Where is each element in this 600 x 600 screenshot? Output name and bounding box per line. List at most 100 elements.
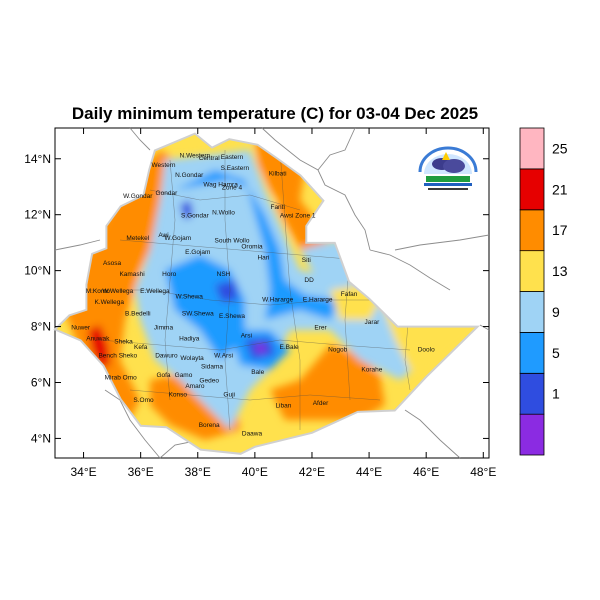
zone-label: Borena	[199, 422, 220, 429]
latitude-axis: 14°N 12°N 10°N 8°N 6°N 4°N	[24, 152, 489, 445]
zone-label: E.Gojam	[185, 249, 210, 256]
zone-label: Oromia	[241, 243, 263, 250]
zone-label: Gedeo	[199, 378, 219, 385]
zone-label: South Wollo	[215, 238, 250, 245]
lon-tick-label: 36°E	[128, 465, 154, 479]
zone-label: Sidama	[201, 364, 223, 371]
zone-label: Jarar	[364, 319, 380, 326]
colorbar-label: 17	[552, 222, 568, 238]
zone-label: W.Shewa	[175, 294, 203, 301]
lon-tick-label: 48°E	[470, 465, 496, 479]
lon-tick-label: 46°E	[413, 465, 439, 479]
zone-label: Jimma	[154, 324, 174, 331]
zone-label: Fafan	[341, 291, 358, 298]
colorbar-label: 13	[552, 263, 568, 279]
zone-label: Afder	[313, 400, 329, 407]
zone-label: Bale	[251, 369, 264, 376]
zone-label: M.Komo	[86, 288, 111, 295]
zone-label: E.Wellega	[140, 288, 170, 295]
zone-label: Doolo	[418, 347, 435, 354]
zone-label: Kamashi	[119, 271, 144, 278]
longitude-axis: 34°E 36°E 38°E 40°E 42°E 44°E 46°E 48°E	[70, 128, 496, 479]
zone-label: Liban	[275, 403, 291, 410]
zone-label: N.Western	[180, 152, 211, 159]
zone-label: Hadiya	[179, 336, 200, 343]
zone-label: S.Gondar	[181, 213, 210, 220]
zone-label: Fanti	[270, 204, 284, 211]
lon-tick-label: 42°E	[299, 465, 325, 479]
lat-tick-label: 14°N	[24, 152, 51, 166]
zone-label: Erer	[314, 324, 327, 331]
zone-label: Korahe	[361, 366, 382, 373]
zone-label: NSH	[217, 271, 231, 278]
zone-label: Asosa	[103, 260, 121, 267]
zone-label: W.Gojam	[164, 235, 191, 242]
lat-tick-label: 8°N	[31, 320, 51, 334]
lat-tick-label: 12°N	[24, 208, 51, 222]
zone-label: Kilbati	[269, 171, 287, 178]
zone-label: Zone 4	[222, 185, 243, 192]
colorbar-swatch	[519, 331, 545, 374]
zone-label: Sheka	[114, 338, 133, 345]
zone-label: DD	[304, 277, 314, 284]
zone-label: S.Omo	[133, 397, 154, 404]
colorbar: 1 5 9 13 17 21 25	[519, 127, 568, 456]
lat-tick-label: 10°N	[24, 264, 51, 278]
zone-label: E.Hararge	[303, 296, 333, 303]
colorbar-swatch	[519, 372, 545, 415]
zone-label: Gamo	[175, 372, 193, 379]
zone-label: Anuwak	[86, 336, 110, 343]
colorbar-label: 21	[552, 181, 568, 197]
zone-label: Nuwer	[71, 324, 91, 331]
zone-label: Western	[151, 162, 175, 169]
colorbar-swatch	[519, 209, 545, 252]
zone-label: E.Bale	[280, 344, 300, 351]
zone-label: Siti	[302, 257, 311, 264]
colorbar-label: 1	[552, 386, 560, 402]
lon-tick-label: 38°E	[185, 465, 211, 479]
zone-label: Central	[199, 155, 221, 162]
colorbar-label: 25	[552, 140, 568, 156]
zone-label: N.Wollo	[212, 210, 235, 217]
colorbar-swatch	[519, 413, 545, 456]
colorbar-label: 9	[552, 304, 560, 320]
zone-label: W.Hararge	[262, 296, 293, 303]
zone-label: S.Eastern	[221, 165, 250, 172]
zone-label: W.Arsi	[214, 352, 233, 359]
lat-tick-label: 6°N	[31, 375, 51, 389]
zone-label: Awsi Zone 1	[280, 213, 316, 220]
zone-label: Mirab Omo	[105, 375, 138, 382]
zone-label: Nogob	[328, 347, 348, 354]
zone-label: Gondar	[156, 190, 179, 197]
colorbar-swatch	[519, 250, 545, 292]
zone-label: Eastern	[221, 154, 244, 161]
zone-label: Metekel	[126, 235, 149, 242]
zone-label: Amaro	[185, 383, 205, 390]
zone-label: W.Wellega	[102, 288, 133, 295]
zone-label: Daawa	[242, 431, 263, 438]
zone-label: Gofa	[156, 372, 170, 379]
zone-label: W.Gondar	[123, 193, 153, 200]
zone-label: K.Wellega	[94, 299, 124, 306]
colorbar-swatch	[519, 127, 545, 170]
zone-label: Awi	[158, 232, 168, 239]
zone-label: N.Gondar	[175, 172, 204, 179]
zone-label: Wag Hamra	[203, 182, 238, 189]
colorbar-swatch	[519, 291, 545, 333]
meteorology-agency-logo	[418, 146, 478, 190]
map-title: Daily minimum temperature (C) for 03-04 …	[71, 104, 479, 123]
zone-label: Bench Sheko	[98, 352, 137, 359]
zone-label: Horo	[162, 271, 176, 278]
zone-label: E.Shewa	[219, 313, 245, 320]
lon-tick-label: 40°E	[242, 465, 268, 479]
zone-label: SW.Shewa	[182, 310, 214, 317]
colorbar-label: 5	[552, 345, 560, 361]
lon-tick-label: 34°E	[70, 465, 96, 479]
lon-tick-label: 44°E	[356, 465, 382, 479]
zone-label: Wolayta	[180, 355, 204, 362]
zone-label: Kefa	[134, 344, 148, 351]
zone-label: Konso	[169, 392, 188, 399]
zone-label: Dawuro	[155, 352, 178, 359]
